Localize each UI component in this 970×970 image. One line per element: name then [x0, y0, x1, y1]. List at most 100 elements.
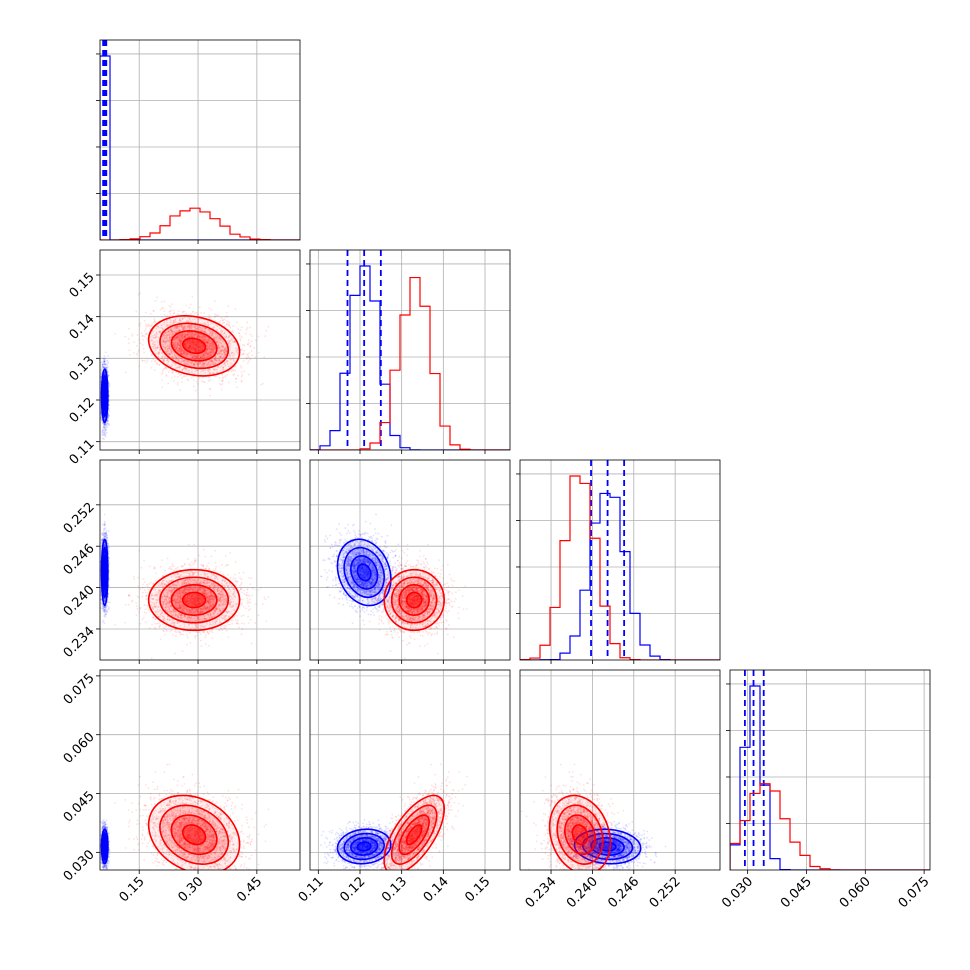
sample-point-red: [194, 325, 197, 328]
sample-point-red: [220, 344, 223, 347]
sample-point-red: [225, 311, 228, 314]
sample-point-red: [169, 353, 172, 356]
sample-point-red: [217, 321, 220, 324]
sample-point-red: [212, 341, 214, 344]
sample-point-blue: [103, 416, 106, 418]
sample-point-blue: [102, 434, 104, 436]
sample-point-red: [234, 369, 237, 372]
sample-point-red: [227, 365, 230, 368]
sample-point-red: [196, 342, 199, 344]
sample-point-red: [183, 335, 186, 337]
sample-point-red: [143, 330, 146, 332]
sample-point-red: [176, 384, 179, 386]
sample-point-red: [182, 350, 185, 352]
sample-point-red: [220, 338, 222, 341]
sample-point-red: [246, 343, 249, 346]
sample-point-red: [179, 344, 182, 347]
sample-point-red: [189, 361, 192, 364]
sample-point-red: [235, 347, 237, 350]
sample-point-red: [180, 335, 183, 337]
sample-point-red: [244, 332, 247, 335]
sample-point-red: [179, 374, 181, 377]
sample-point-blue: [106, 371, 109, 373]
sample-point-red: [141, 359, 144, 362]
sample-point-blue: [103, 372, 106, 375]
sample-point-red: [186, 346, 189, 349]
sample-point-red: [194, 355, 197, 358]
sample-point-red: [175, 371, 178, 374]
sample-point-blue: [101, 421, 104, 424]
sample-point-red: [195, 350, 197, 353]
sample-point-red: [212, 372, 215, 375]
sample-point-red: [221, 374, 223, 376]
sample-point-blue: [104, 357, 107, 360]
sample-point-blue: [103, 418, 106, 421]
sample-point-red: [198, 377, 201, 380]
sample-point-red: [238, 332, 240, 335]
sample-point-red: [175, 348, 178, 351]
sample-point-red: [162, 306, 165, 309]
sample-point-red: [156, 347, 159, 349]
sample-point-red: [214, 375, 217, 378]
sample-point-red: [186, 333, 189, 336]
sample-point-blue: [104, 435, 107, 438]
sample-point-blue: [104, 428, 106, 431]
sample-point-red: [187, 340, 189, 343]
sample-point-red: [133, 341, 136, 344]
sample-point-red: [193, 343, 195, 346]
sample-point-red: [185, 367, 188, 369]
sample-point-red: [223, 362, 226, 364]
sample-point-blue: [103, 431, 106, 433]
sample-point-red: [186, 378, 189, 381]
sample-point-red: [198, 306, 201, 309]
sample-point-red: [169, 313, 172, 316]
sample-point-red: [209, 344, 212, 347]
sample-point-red: [190, 324, 193, 327]
sample-point-blue: [103, 410, 106, 412]
sample-point-red: [234, 365, 237, 368]
sample-point-red: [225, 351, 227, 353]
sample-point-red: [220, 317, 223, 319]
sample-point-red: [231, 331, 234, 334]
sample-point-red: [197, 349, 200, 352]
sample-point-red: [176, 343, 179, 346]
sample-point-blue: [101, 362, 104, 365]
sample-point-red: [149, 312, 152, 315]
sample-point-red: [219, 337, 222, 340]
sample-point-red: [209, 342, 212, 345]
sample-point-blue: [106, 365, 109, 368]
sample-point-red: [180, 340, 182, 343]
sample-point-blue: [104, 433, 107, 436]
sample-point-red: [180, 348, 183, 350]
sample-point-red: [168, 334, 171, 336]
sample-point-red: [227, 381, 230, 384]
sample-point-red: [198, 335, 201, 338]
sample-point-red: [150, 354, 153, 356]
sample-point-red: [247, 373, 250, 376]
sample-point-red: [209, 379, 212, 381]
sample-point-red: [152, 309, 155, 312]
sample-point-red: [196, 362, 198, 365]
sample-point-red: [221, 322, 224, 324]
sample-point-red: [240, 326, 243, 329]
sample-point-red: [223, 361, 226, 364]
sample-point-red: [208, 316, 211, 319]
sample-point-red: [224, 375, 227, 378]
sample-point-red: [224, 353, 227, 356]
sample-point-red: [224, 364, 227, 367]
sample-point-blue: [103, 380, 106, 383]
sample-point-red: [242, 353, 245, 355]
sample-point-blue: [101, 431, 104, 434]
sample-point-red: [208, 368, 211, 370]
sample-point-red: [165, 375, 168, 377]
sample-point-red: [194, 389, 197, 392]
sample-point-red: [218, 382, 221, 385]
sample-point-red: [234, 381, 237, 383]
sample-point-red: [188, 371, 191, 374]
sample-point-red: [190, 346, 193, 349]
sample-point-red: [163, 310, 166, 313]
sample-point-red: [241, 344, 244, 346]
sample-point-red: [195, 380, 198, 383]
sample-point-red: [216, 341, 219, 344]
sample-point-red: [164, 343, 167, 345]
